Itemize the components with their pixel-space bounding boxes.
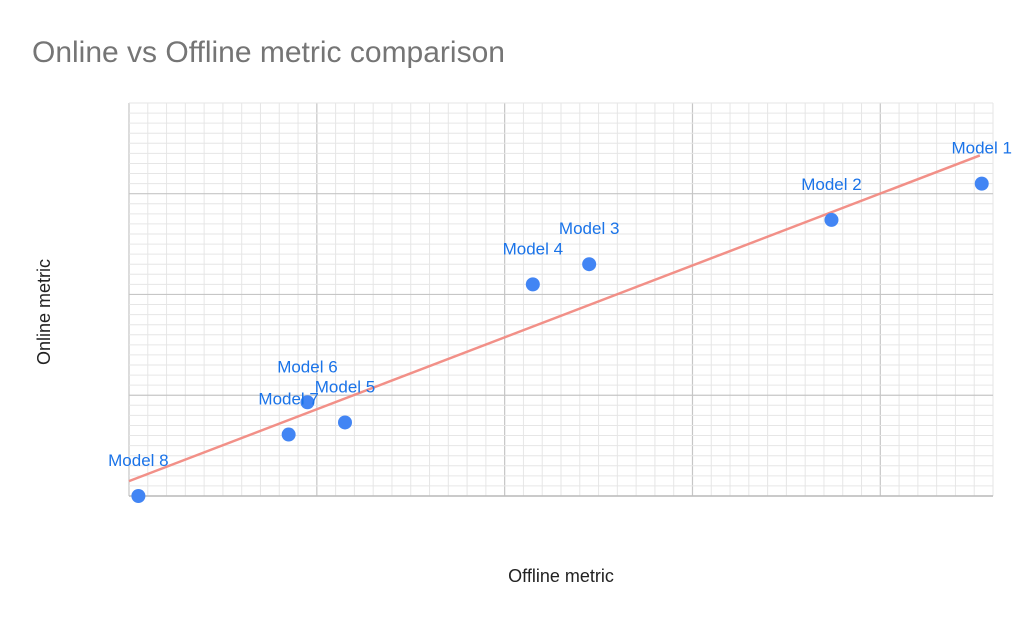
data-point xyxy=(824,212,839,227)
grid xyxy=(128,102,994,497)
data-label: Model 7 xyxy=(258,390,318,409)
data-point xyxy=(525,277,540,292)
y-axis-title: Online metric xyxy=(34,259,54,365)
data-point xyxy=(300,395,315,410)
data-point xyxy=(338,415,352,430)
data-point xyxy=(582,257,597,272)
data-label: Model 4 xyxy=(503,239,563,258)
trendline xyxy=(128,154,981,483)
chart-title: Online vs Offline metric comparison xyxy=(32,36,505,69)
data-label: Model 8 xyxy=(108,451,168,470)
data-label: Model 3 xyxy=(559,219,619,238)
data-point xyxy=(131,489,146,503)
data-point xyxy=(974,176,989,191)
data-points xyxy=(131,176,989,503)
data-point xyxy=(281,427,296,442)
data-label: Model 2 xyxy=(801,175,861,194)
x-axis-title: Offline metric xyxy=(508,566,614,586)
data-label: Model 6 xyxy=(277,357,337,376)
data-label: Model 5 xyxy=(315,377,375,396)
data-label: Model 1 xyxy=(951,139,1011,158)
